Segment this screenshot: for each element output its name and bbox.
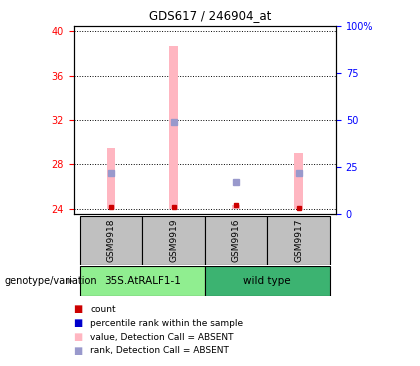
Bar — [232, 205, 240, 209]
Text: GSM9917: GSM9917 — [294, 219, 303, 262]
Bar — [107, 147, 115, 209]
Text: GDS617 / 246904_at: GDS617 / 246904_at — [149, 9, 271, 22]
Text: ■: ■ — [74, 332, 83, 342]
Text: value, Detection Call = ABSENT: value, Detection Call = ABSENT — [90, 333, 234, 341]
Text: wild type: wild type — [244, 276, 291, 287]
Text: ■: ■ — [74, 318, 83, 328]
Text: ■: ■ — [74, 346, 83, 356]
Text: GSM9916: GSM9916 — [231, 219, 241, 262]
Bar — [294, 153, 302, 209]
Text: rank, Detection Call = ABSENT: rank, Detection Call = ABSENT — [90, 347, 229, 355]
Bar — [205, 266, 330, 296]
Text: GSM9919: GSM9919 — [169, 219, 178, 262]
Bar — [205, 216, 267, 265]
Bar — [142, 216, 205, 265]
Text: percentile rank within the sample: percentile rank within the sample — [90, 319, 244, 328]
Text: genotype/variation: genotype/variation — [4, 276, 97, 286]
Text: count: count — [90, 305, 116, 314]
Text: 35S.AtRALF1-1: 35S.AtRALF1-1 — [104, 276, 181, 287]
Bar — [267, 216, 330, 265]
Bar — [80, 216, 142, 265]
Text: GSM9918: GSM9918 — [107, 219, 116, 262]
Bar — [80, 266, 205, 296]
Text: ■: ■ — [74, 304, 83, 314]
Bar — [169, 46, 178, 209]
